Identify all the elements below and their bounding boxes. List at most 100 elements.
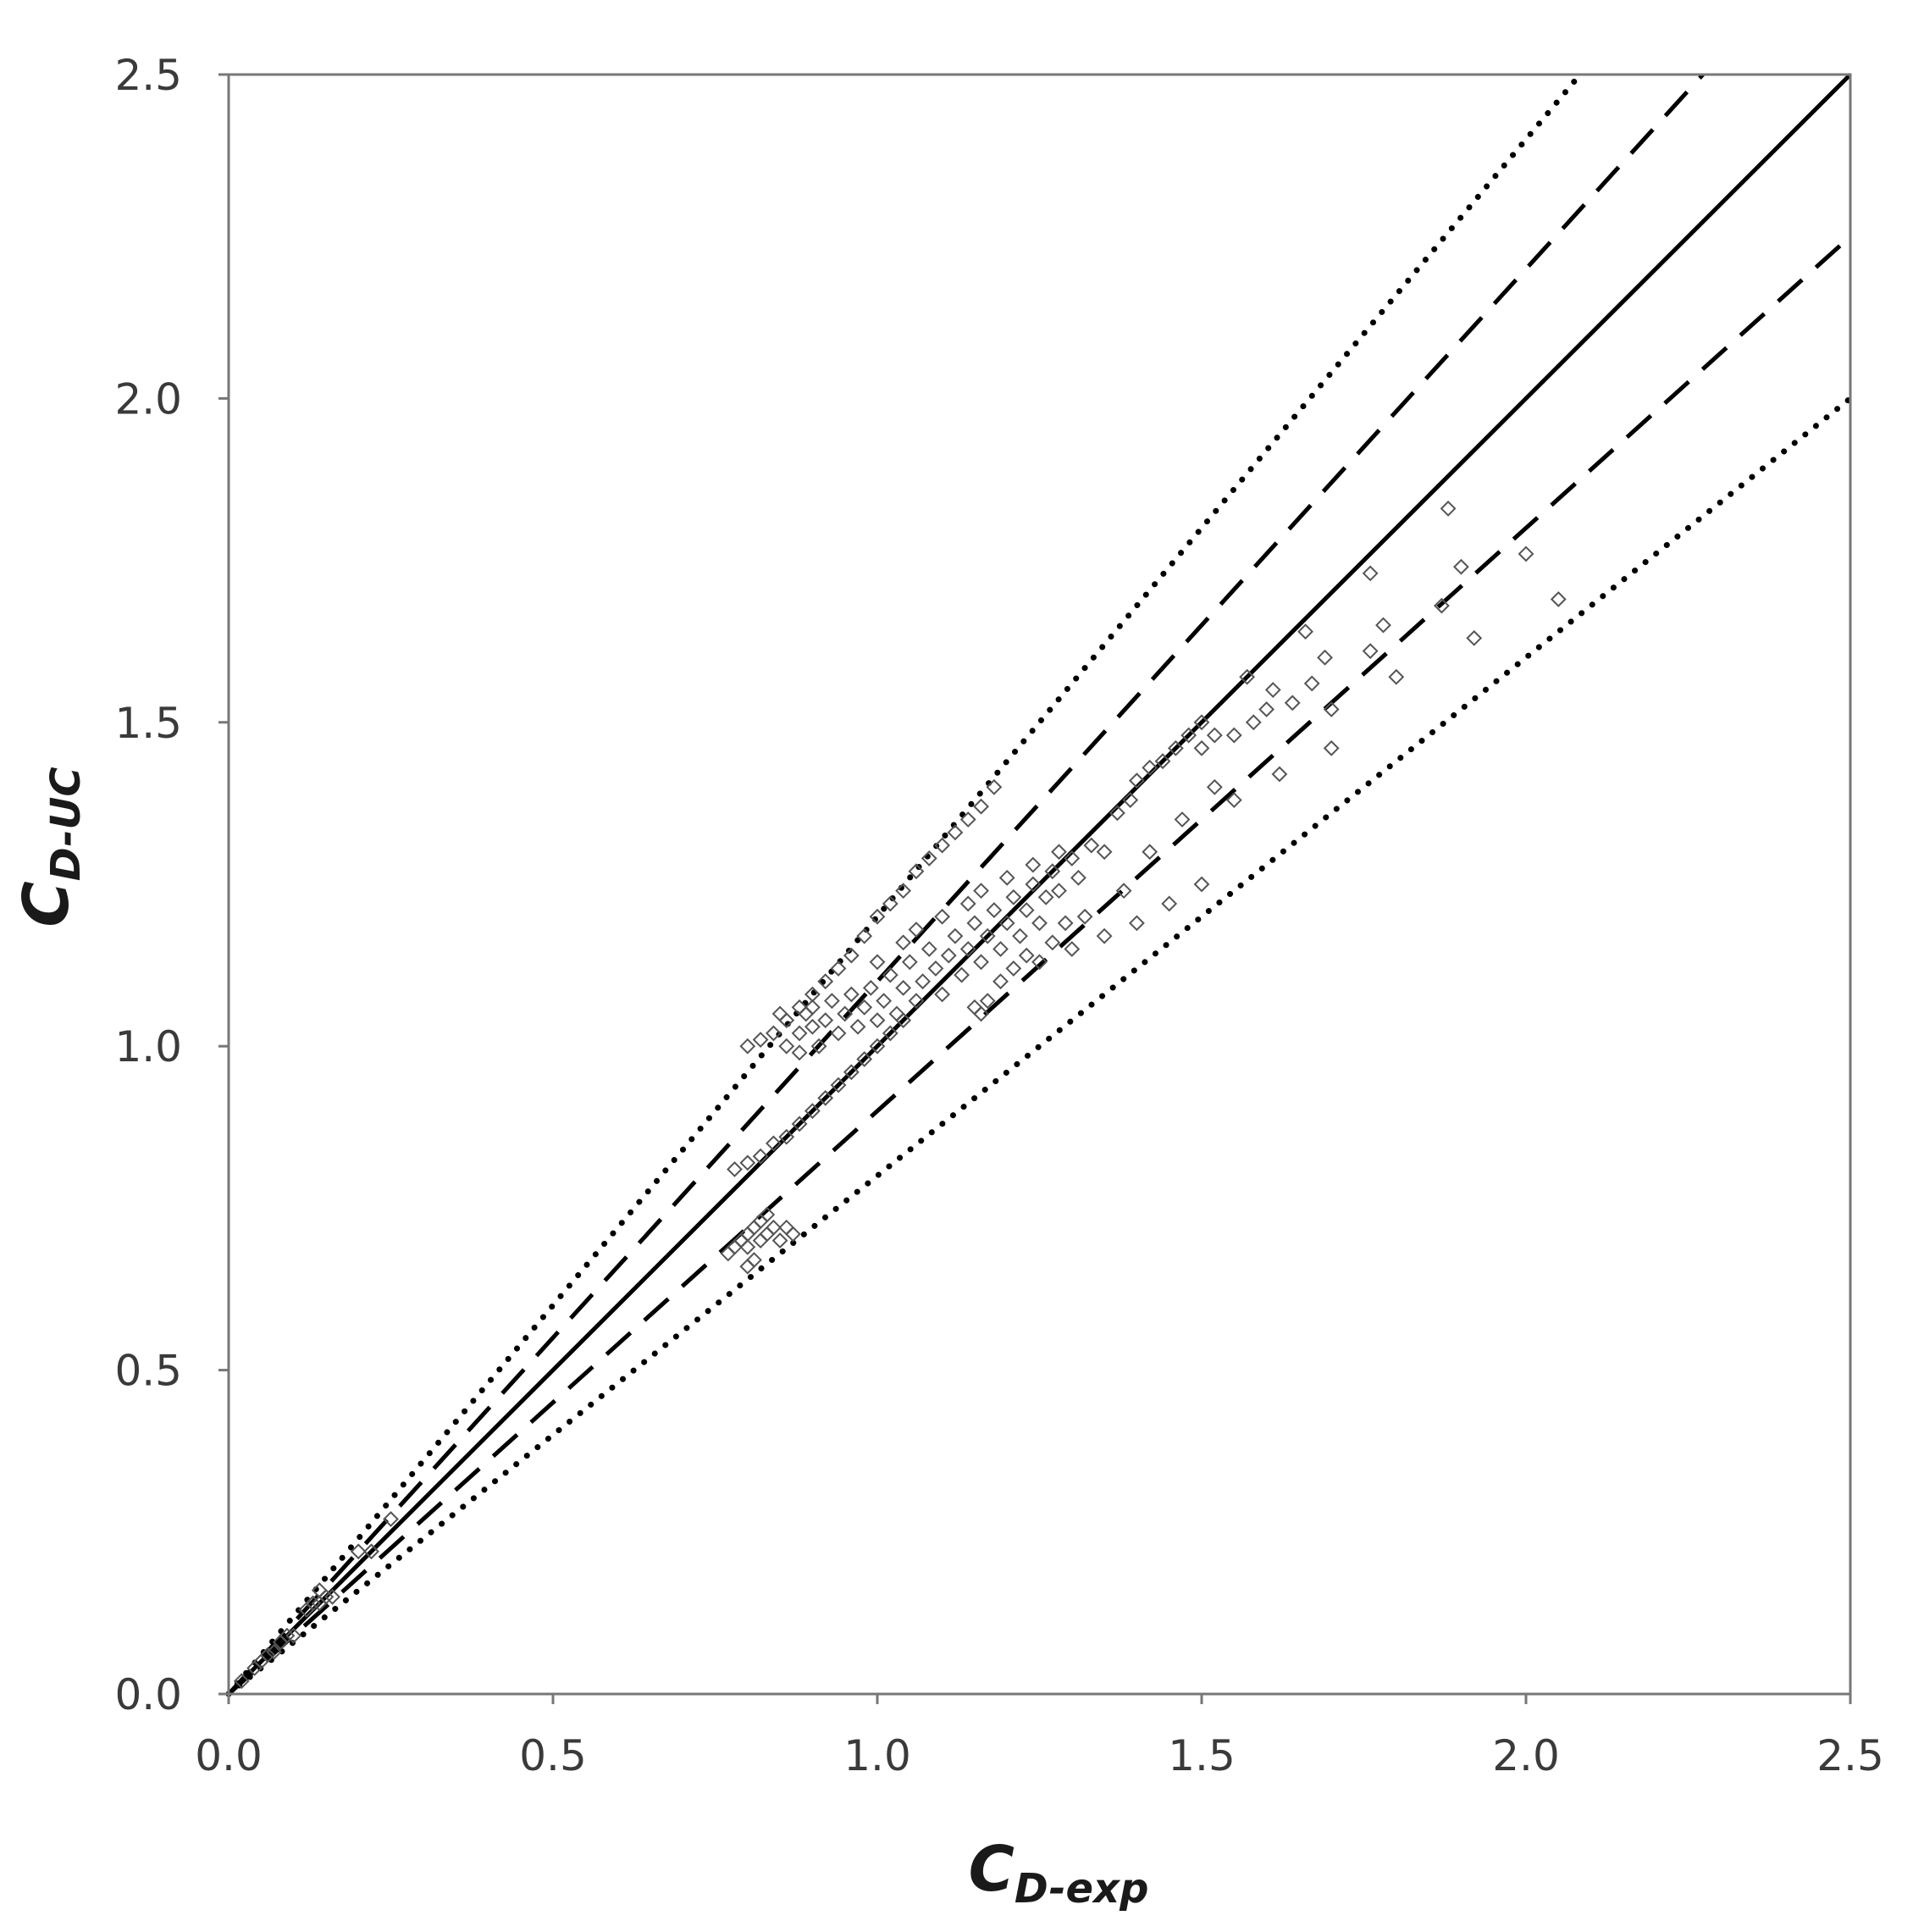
data-point xyxy=(959,811,976,828)
reference-line-dashed xyxy=(227,235,1852,1696)
data-point xyxy=(843,1064,860,1081)
data-point xyxy=(888,1005,905,1022)
data-point xyxy=(830,1025,847,1042)
x-tick-label: 0.0 xyxy=(195,1731,263,1780)
data-point xyxy=(1466,629,1483,646)
data-point xyxy=(921,941,937,957)
data-point xyxy=(856,927,873,944)
data-point xyxy=(1206,778,1223,795)
data-point xyxy=(804,999,821,1016)
data-point xyxy=(1297,623,1313,640)
data-point xyxy=(947,824,964,841)
data-point xyxy=(992,941,1009,957)
data-point xyxy=(1323,701,1340,717)
data-point xyxy=(959,895,976,912)
data-point xyxy=(305,1595,321,1612)
data-point xyxy=(1109,805,1125,822)
data-point xyxy=(1076,908,1093,925)
data-point xyxy=(350,1543,367,1560)
data-point xyxy=(876,993,893,1010)
data-point xyxy=(233,1673,250,1690)
data-point xyxy=(849,1018,866,1035)
data-point xyxy=(1193,739,1210,756)
y-axis-title-main: C xyxy=(10,881,83,927)
data-point xyxy=(759,1206,776,1223)
data-point xyxy=(817,973,834,990)
data-point xyxy=(915,973,932,990)
data-point xyxy=(1317,649,1333,666)
y-tick-label: 1.5 xyxy=(114,699,182,748)
data-point xyxy=(1258,701,1275,717)
data-point xyxy=(1083,837,1100,854)
data-point xyxy=(266,1643,283,1660)
data-point xyxy=(1388,668,1405,685)
data-point xyxy=(1122,792,1139,808)
data-point xyxy=(882,895,898,912)
data-point xyxy=(1096,844,1113,861)
data-point xyxy=(383,1511,399,1527)
data-point xyxy=(1434,597,1450,614)
data-point xyxy=(739,1154,756,1171)
data-point xyxy=(1025,856,1042,873)
data-point xyxy=(1018,902,1035,919)
data-point xyxy=(1284,695,1301,711)
data-point xyxy=(1161,895,1178,912)
data-point xyxy=(869,908,886,925)
data-point xyxy=(1128,915,1145,932)
data-point xyxy=(973,798,989,815)
data-point xyxy=(895,883,912,900)
data-point xyxy=(1245,714,1262,731)
data-point xyxy=(279,1627,296,1644)
data-point xyxy=(746,1252,762,1268)
data-point xyxy=(1142,759,1158,776)
x-tick-label: 2.0 xyxy=(1492,1731,1560,1780)
data-point xyxy=(363,1543,379,1560)
data-point xyxy=(1115,883,1132,900)
data-point xyxy=(766,1219,782,1236)
data-point xyxy=(1012,927,1028,944)
data-point xyxy=(901,954,918,971)
data-point xyxy=(921,850,937,866)
data-point xyxy=(862,979,879,996)
data-point xyxy=(1044,934,1061,951)
data-point xyxy=(1518,545,1534,562)
data-point xyxy=(830,1077,847,1093)
data-point xyxy=(1323,739,1340,756)
data-point xyxy=(1550,591,1567,607)
data-point xyxy=(869,1038,886,1055)
data-point xyxy=(882,966,898,983)
data-point xyxy=(817,1089,834,1106)
data-point xyxy=(979,993,996,1010)
data-point xyxy=(1005,960,1022,977)
data-point xyxy=(869,954,886,971)
data-point xyxy=(785,1226,801,1243)
data-point xyxy=(823,993,840,1010)
y-axis-title: CD-UC xyxy=(10,767,90,927)
reference-line-dotted xyxy=(225,395,1854,1697)
data-point xyxy=(752,1032,769,1048)
data-point xyxy=(954,966,970,983)
data-point xyxy=(804,1103,821,1120)
data-point xyxy=(908,922,925,938)
x-axis-title-sub: D-exp xyxy=(1015,1865,1149,1913)
data-point xyxy=(771,1005,788,1022)
data-point xyxy=(727,1161,743,1177)
x-tick-label: 1.0 xyxy=(843,1731,911,1780)
data-point xyxy=(817,1012,834,1029)
x-tick-label: 2.5 xyxy=(1816,1731,1884,1780)
data-point xyxy=(992,973,1009,990)
data-point xyxy=(324,1588,340,1605)
data-point xyxy=(1271,766,1288,783)
data-point xyxy=(1051,883,1067,900)
data-point xyxy=(1225,727,1242,744)
data-point xyxy=(1096,927,1113,944)
data-point xyxy=(1193,714,1210,731)
data-point xyxy=(804,1018,821,1035)
data-point xyxy=(895,934,912,951)
data-point xyxy=(1064,850,1081,866)
reference-line-dashed xyxy=(227,73,1705,1696)
data-point xyxy=(1440,501,1457,517)
data-point xyxy=(1193,876,1210,893)
data-point xyxy=(1174,811,1191,828)
